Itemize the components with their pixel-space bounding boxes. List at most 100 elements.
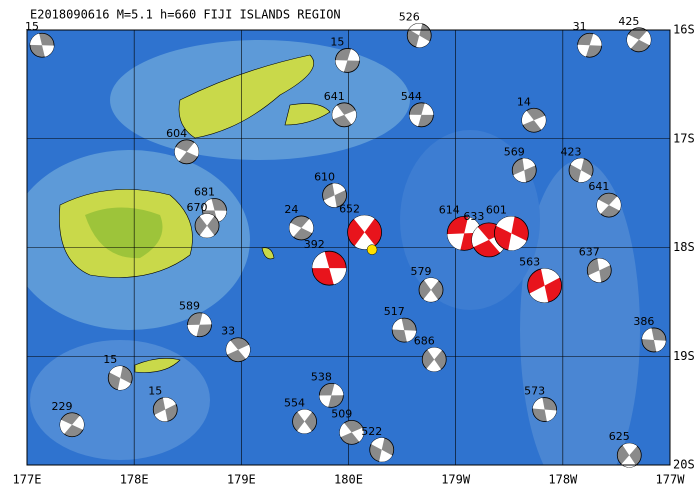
beachball-wedge: [339, 423, 352, 438]
beachball: [107, 365, 133, 391]
beachball-wedge: [186, 142, 199, 157]
depth-label: 15: [330, 35, 344, 48]
beachball: [29, 32, 55, 58]
beachball-wedge: [427, 347, 442, 360]
beachball-wedge: [423, 289, 438, 302]
beachball-wedge: [404, 330, 417, 342]
beachball-wedge: [331, 383, 344, 396]
lat-tick-label: 17S: [673, 131, 695, 145]
beachball-wedge: [522, 158, 536, 171]
depth-label: 573: [524, 385, 545, 398]
beachball: [626, 27, 652, 53]
beachball: [339, 419, 365, 445]
beachball-wedge: [496, 216, 515, 234]
depth-label: 522: [361, 425, 382, 438]
beachball-wedge: [154, 409, 168, 422]
beachball: [225, 337, 251, 363]
beachball-wedge: [421, 103, 434, 115]
beachball-wedge: [508, 233, 527, 251]
depth-label: 652: [339, 202, 360, 215]
depth-label: 509: [331, 407, 352, 420]
beachball: [596, 192, 622, 218]
beachball-wedge: [541, 268, 560, 286]
lon-tick-label: 179W: [441, 473, 471, 487]
depth-label: 392: [304, 238, 325, 251]
beachball-wedge: [332, 105, 345, 120]
depth-label: 604: [166, 127, 187, 140]
depth-label: 33: [221, 325, 235, 338]
lon-tick-label: 180E: [334, 473, 363, 487]
depth-label: 15: [103, 353, 117, 366]
beachball: [331, 102, 357, 128]
beachball-wedge: [297, 421, 312, 434]
depth-label: 563: [519, 256, 540, 269]
beachball: [577, 32, 603, 58]
depth-label: 31: [573, 20, 587, 33]
beachball: [408, 102, 434, 128]
beachball: [174, 139, 200, 165]
beachball-wedge: [289, 222, 302, 237]
depth-label: 554: [284, 397, 305, 410]
beachball-wedge: [332, 183, 346, 196]
beachball-wedge: [638, 30, 651, 46]
beachball-wedge: [187, 324, 200, 337]
depth-label: 681: [194, 186, 215, 199]
beachball-wedge: [301, 218, 314, 234]
beachball-wedge: [416, 35, 430, 48]
depth-label: 637: [579, 245, 600, 258]
beachball-wedge: [297, 409, 312, 422]
beachball-wedge: [42, 45, 54, 57]
beachball-wedge: [174, 146, 187, 162]
beachball: [152, 397, 178, 422]
beachball-wedge: [471, 227, 489, 248]
beachball-wedge: [529, 285, 549, 303]
depth-label: 614: [439, 203, 460, 216]
depth-label: 641: [588, 180, 609, 193]
beachball: [322, 182, 347, 208]
depth-label: 686: [414, 335, 435, 348]
lon-tick-label: 179E: [227, 473, 256, 487]
lat-tick-label: 18S: [673, 240, 695, 254]
beachball-wedge: [409, 114, 422, 127]
depth-label: 569: [504, 145, 525, 158]
depth-label: 579: [411, 265, 432, 278]
beachball: [521, 107, 547, 133]
depth-label: 526: [399, 10, 420, 23]
beachball-wedge: [597, 258, 611, 271]
beachball: [288, 215, 314, 241]
beachball-wedge: [199, 225, 215, 238]
beachball-wedge: [117, 378, 131, 390]
beachball-wedge: [238, 344, 251, 359]
beachball-wedge: [392, 318, 405, 331]
beachball-wedge: [521, 110, 534, 125]
beachball-wedge: [312, 251, 330, 269]
depth-label: 544: [401, 90, 422, 103]
beachball-wedge: [653, 339, 666, 352]
beachball-wedge: [354, 215, 375, 233]
beachball-wedge: [408, 23, 423, 36]
beachball-wedge: [513, 170, 526, 183]
lat-tick-label: 20S: [673, 458, 695, 472]
beachball: [194, 213, 220, 239]
beachball-wedge: [544, 409, 557, 422]
beachball-wedge: [371, 437, 385, 450]
beachball-wedge: [329, 268, 347, 285]
depth-label: 601: [486, 203, 507, 216]
beachball-wedge: [588, 270, 602, 283]
beachball: [527, 268, 563, 303]
beachball-wedge: [202, 198, 215, 211]
beachball: [347, 214, 382, 250]
beachball-wedge: [347, 48, 360, 61]
beachball: [369, 437, 395, 463]
beachball-wedge: [641, 328, 654, 340]
depth-label: 15: [148, 385, 162, 398]
beachball-wedge: [60, 419, 73, 434]
beachball-wedge: [626, 34, 639, 49]
depth-label: 633: [463, 210, 484, 223]
beachball-wedge: [533, 115, 546, 130]
beachball-wedge: [447, 233, 465, 250]
beachball: [641, 327, 667, 353]
beachball-wedge: [379, 449, 393, 462]
beachball-wedge: [578, 170, 592, 183]
beachball: [311, 250, 347, 286]
